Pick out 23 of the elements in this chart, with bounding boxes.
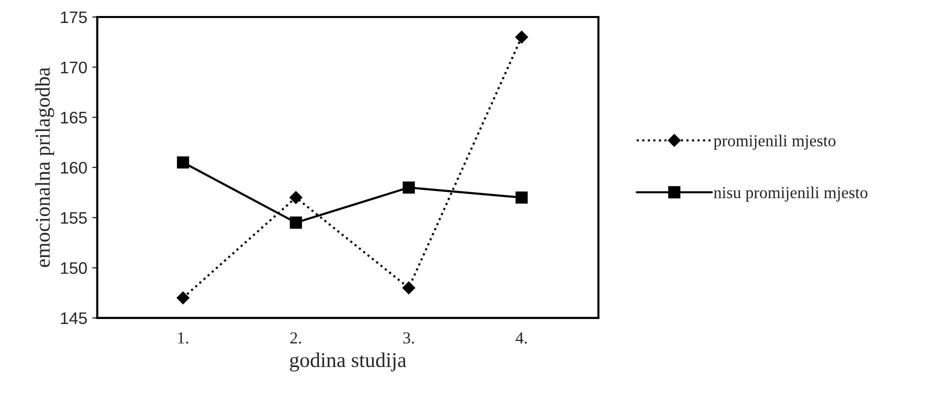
x-tick-label: 4.	[516, 332, 527, 344]
legend-label: nisu promijenili mjesto	[714, 186, 868, 202]
y-tick-label: 145	[60, 312, 87, 324]
y-tick-label: 170	[60, 62, 87, 74]
point	[290, 216, 302, 229]
x-tick-label: 3.	[403, 332, 414, 344]
y-tick-label: 155	[60, 212, 87, 224]
y-tick-label: 165	[60, 112, 87, 124]
y-tick-label: 150	[60, 262, 87, 274]
point	[516, 191, 528, 204]
legend-label: promijenili mjesto	[714, 134, 836, 150]
point	[176, 156, 190, 169]
x-tick-label: 2.	[290, 332, 302, 344]
y-tick-label: 160	[60, 162, 87, 174]
point	[515, 30, 528, 44]
point	[289, 191, 302, 204]
point	[402, 181, 415, 194]
x-tick-label: 1.	[178, 332, 188, 344]
y-tick-label: 175	[60, 12, 87, 24]
point	[176, 291, 190, 304]
y-axis-title: emocionalna prilagodba	[35, 67, 54, 268]
x-axis-title: godina studija	[290, 352, 406, 372]
point	[402, 281, 416, 294]
